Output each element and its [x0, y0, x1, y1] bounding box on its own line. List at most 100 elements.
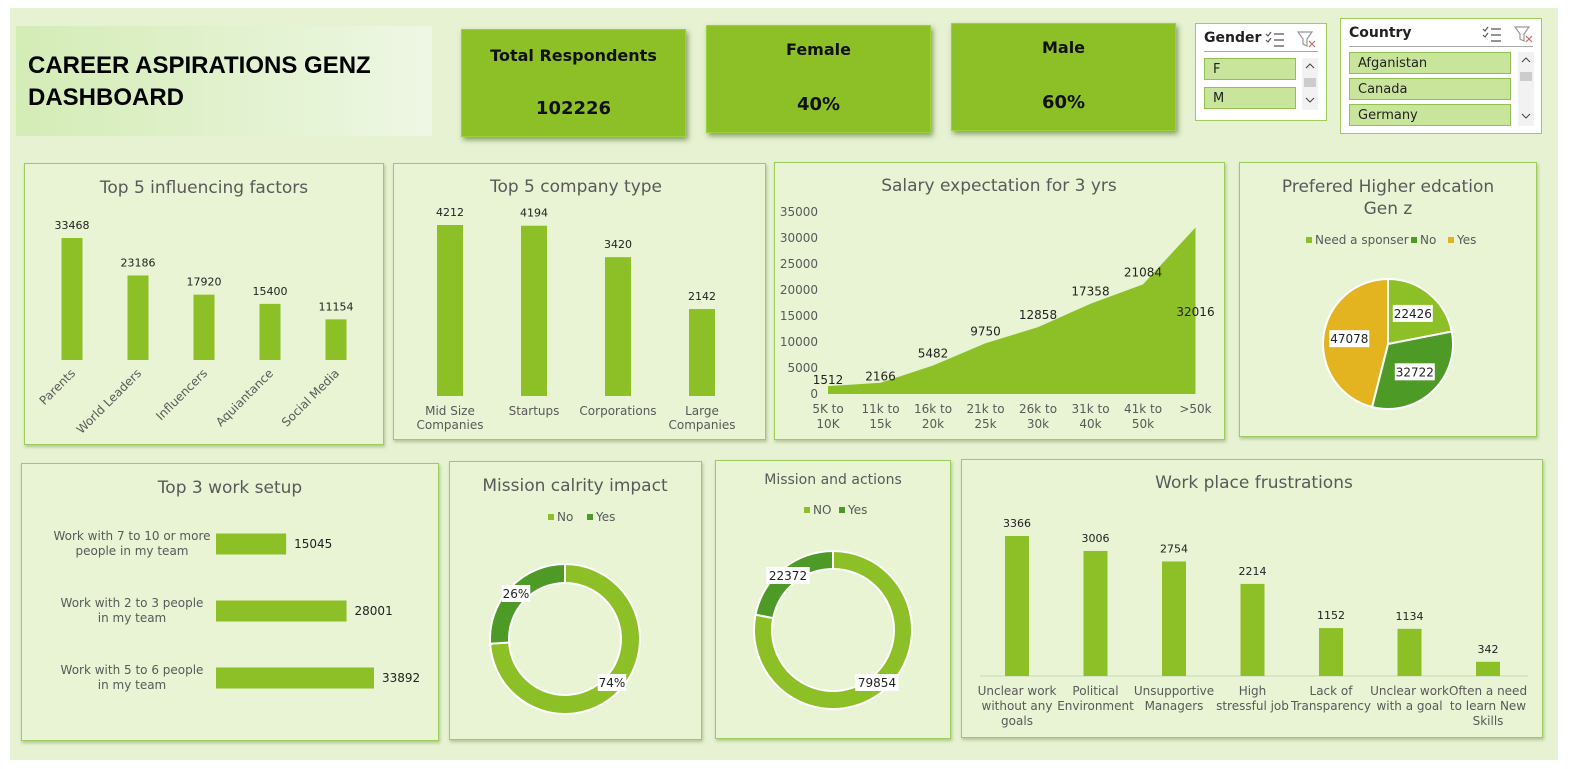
data-label: 21084	[1124, 265, 1162, 279]
chart-mission-clarity: Mission calrity impact No Yes 74% 26%	[482, 476, 668, 715]
country-item-germany[interactable]: Germany	[1349, 104, 1511, 126]
data-label: 33468	[55, 219, 90, 232]
kpi-female-label: Female	[786, 40, 851, 59]
country-slicer[interactable]: Country Afganistan Canada Germany	[1340, 18, 1542, 134]
bar	[259, 303, 281, 360]
gender-item-m[interactable]: M	[1204, 87, 1296, 109]
bar	[1005, 536, 1029, 676]
y-tick-label: 20000	[780, 283, 818, 297]
data-label: 32016	[1176, 305, 1214, 319]
data-label: 22372	[769, 569, 807, 583]
chart-mission-actions: Mission and actions NO Yes 79854 22372	[753, 472, 913, 710]
bar	[193, 294, 215, 360]
panel-influencing-factors: Top 5 influencing factors 33468 Parents 231…	[24, 163, 384, 445]
tick-label: Work with 2 to 3 people in my team	[61, 596, 204, 625]
chart-title: Work place frustrations	[1155, 473, 1353, 493]
legend-label: Yes	[595, 510, 615, 524]
legend-label: Yes	[847, 503, 867, 517]
slicer-divider	[1204, 51, 1318, 52]
tick-label: 41k to 50k	[1124, 402, 1162, 431]
multi-select-icon[interactable]	[1481, 25, 1503, 43]
tick-label: Unclear work without any goals	[978, 684, 1057, 728]
bar	[605, 257, 631, 396]
chart-title: Mission and actions	[764, 472, 902, 488]
tick-label: 26k to 30k	[1019, 402, 1057, 431]
data-label: 2754	[1160, 542, 1188, 555]
tick-label: Work with 7 to 10 or more people in my te…	[53, 529, 210, 558]
data-label: 2142	[688, 290, 716, 303]
bar	[61, 238, 83, 360]
chart-title: Top 5 company type	[489, 177, 662, 197]
gender-slicer-title: Gender	[1204, 30, 1262, 46]
tick-label: 5K to 10K	[812, 402, 843, 431]
data-label-box	[1392, 304, 1433, 322]
data-label: 32722	[1396, 365, 1434, 379]
data-label: 28001	[355, 604, 393, 618]
y-tick-label: 15000	[780, 309, 818, 323]
tick-label: 21k to 25k	[966, 402, 1004, 431]
data-label: 5482	[918, 346, 949, 360]
kpi-male-value: 60%	[1041, 92, 1086, 113]
panel-company-type: Top 5 company type 4212 Mid Size Companies 4…	[393, 163, 766, 440]
data-label: 2166	[865, 370, 896, 384]
tick-label: World Leaders	[74, 366, 144, 436]
gender-item-f[interactable]: F	[1204, 58, 1296, 80]
chart-title: Top 5 influencing factors	[99, 178, 308, 198]
gender-slicer[interactable]: Gender F M	[1195, 23, 1327, 121]
doughnut-slice	[754, 549, 834, 620]
country-item-canada[interactable]: Canada	[1349, 78, 1511, 100]
tick-label: Parents	[37, 366, 78, 407]
data-label: 11154	[319, 300, 354, 313]
gender-scrollbar[interactable]	[1302, 58, 1318, 110]
country-item-afganistan[interactable]: Afganistan	[1349, 52, 1511, 74]
data-label-box	[766, 567, 810, 584]
data-label: 33892	[382, 671, 420, 685]
y-tick-label: 5000	[787, 361, 818, 375]
bar	[216, 600, 347, 622]
legend-swatch	[548, 514, 554, 520]
data-label: 2214	[1239, 565, 1267, 578]
data-label: 12858	[1019, 308, 1057, 322]
chart-salary-expectation: Salary expectation for 3 yrs 0 5000 10000 15…	[780, 176, 1215, 431]
data-label: 4212	[436, 206, 464, 219]
y-tick-label: 30000	[780, 231, 818, 245]
data-label: 17920	[187, 276, 222, 289]
area-series	[828, 227, 1196, 394]
chart-title: Salary expectation for 3 yrs	[881, 176, 1117, 196]
legend-swatch	[1448, 237, 1454, 243]
y-tick-label: 10000	[780, 335, 818, 349]
tick-label: Corporations	[579, 404, 656, 418]
bar	[1083, 550, 1108, 676]
clear-filter-icon[interactable]	[1296, 29, 1318, 49]
data-label: 3420	[604, 238, 632, 251]
tick-label: 16k to 20k	[914, 402, 952, 431]
doughnut-slice	[489, 562, 566, 645]
tick-label: Aquiantance	[213, 366, 276, 429]
data-label: 23186	[121, 256, 156, 269]
legend-swatch	[1411, 237, 1417, 243]
clear-filter-icon[interactable]	[1513, 24, 1535, 44]
tick-label: Mid Size Companies	[417, 404, 484, 432]
data-label: 4194	[520, 207, 548, 220]
tick-label: Social Media	[279, 366, 342, 429]
bar	[1476, 661, 1500, 676]
legend-swatch	[804, 507, 810, 513]
legend-swatch	[1306, 237, 1312, 243]
multi-select-icon[interactable]	[1264, 30, 1286, 48]
bar	[1397, 628, 1422, 676]
kpi-total-respondents: Total Respondents 102226	[461, 29, 686, 137]
kpi-female: Female 40%	[706, 25, 931, 133]
slicer-divider	[1349, 46, 1533, 47]
legend-label: Yes	[1456, 233, 1476, 247]
panel-mission-actions: Mission and actions NO Yes 79854 22372	[715, 460, 951, 739]
legend-swatch	[839, 507, 845, 513]
panel-salary-expectation: Salary expectation for 3 yrs 0 5000 10000 15…	[774, 162, 1225, 440]
bar	[1319, 628, 1343, 676]
chart-title: Top 3 work setup	[157, 478, 302, 498]
chart-title: Mission calrity impact	[482, 476, 668, 496]
data-label-box	[597, 674, 627, 691]
chart-work-setup: Top 3 work setup 15045 Work with 7 to 10 o…	[53, 478, 420, 692]
dashboard-title: CAREER ASPIRATIONS GENZ DASHBOARD	[28, 52, 371, 111]
country-scrollbar[interactable]	[1518, 52, 1534, 126]
data-label: 15400	[253, 285, 288, 298]
